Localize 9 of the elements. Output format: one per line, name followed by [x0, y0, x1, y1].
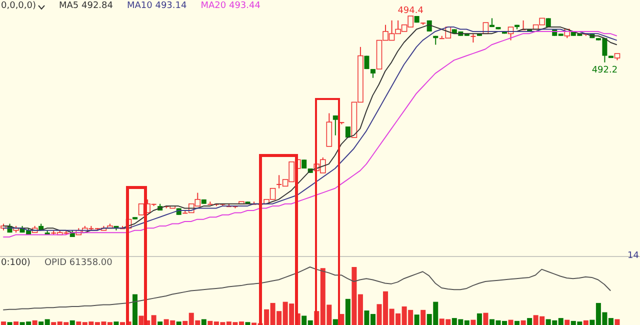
text: 14	[628, 251, 639, 261]
legend-label: MA5 492.84	[59, 1, 113, 11]
annotation: 492.2	[592, 65, 618, 76]
text: OPID 61358.00	[44, 258, 112, 268]
annotation: 494.4	[398, 6, 424, 16]
annotation: 0:100)	[1, 258, 30, 268]
text: 0,0,0,0)	[1, 1, 36, 11]
text: MA10 493.14	[127, 1, 187, 11]
text: MA20 493.44	[200, 1, 260, 11]
